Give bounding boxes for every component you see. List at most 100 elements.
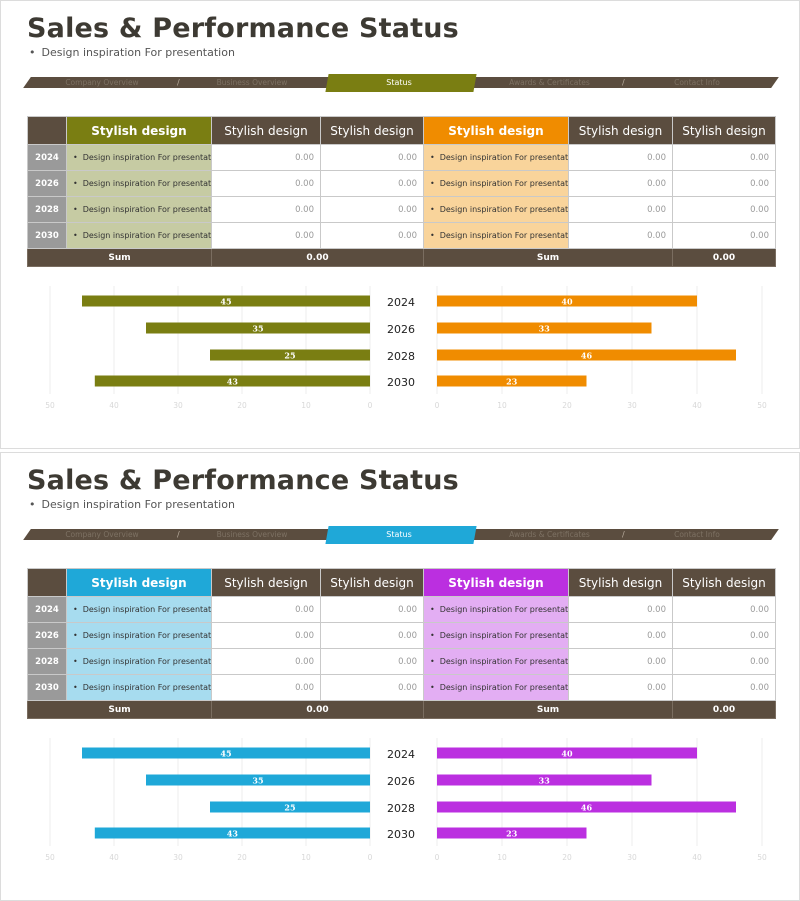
data-label: 23: [506, 829, 518, 839]
x-tick-label: 10: [497, 401, 507, 410]
table-cell-value: 0.00: [320, 144, 424, 171]
column-header: Stylish design: [423, 568, 569, 597]
bar-right: [437, 295, 697, 307]
category-label: 2024: [387, 748, 415, 761]
x-tick-label: 40: [692, 853, 702, 862]
table-cell-description: Design inspiration For presentation: [423, 622, 569, 649]
nav-item-company-overview[interactable]: Company Overview: [65, 78, 139, 87]
row-year: 2028: [27, 196, 67, 223]
table-cell-value: 0.00: [320, 596, 424, 623]
table-cell-value: 0.00: [568, 144, 673, 171]
nav-item-company-overview[interactable]: Company Overview: [65, 530, 139, 539]
table-cell-value: 0.00: [211, 222, 321, 249]
table-cell-description: Design inspiration For presentation: [423, 196, 569, 223]
table-cell-value: 0.00: [320, 622, 424, 649]
bar-right: [437, 774, 652, 786]
bar-left: [94, 827, 371, 839]
table-corner: [27, 116, 67, 145]
nav-item-business-overview[interactable]: Business Overview: [216, 530, 288, 539]
x-tick-label: 30: [173, 853, 183, 862]
nav-bar: Company Overview / Business Overview Sta…: [23, 526, 779, 544]
table-row: 2028 Design inspiration For presentation…: [27, 196, 776, 223]
x-tick-label: 0: [435, 401, 440, 410]
bar-left: [146, 322, 370, 334]
nav-item-contact-info[interactable]: Contact Info: [674, 530, 720, 539]
x-tick-label: 0: [368, 853, 373, 862]
data-table: Stylish design Stylish design Stylish de…: [27, 116, 776, 267]
bar-left: [210, 801, 370, 813]
x-tick-label: 10: [301, 853, 311, 862]
x-tick-label: 40: [692, 401, 702, 410]
column-header: Stylish design: [568, 116, 673, 145]
category-label: 2030: [387, 828, 415, 841]
data-label: 35: [252, 776, 263, 786]
column-header: Stylish design: [672, 568, 776, 597]
x-tick-label: 20: [562, 853, 572, 862]
nav-item-status[interactable]: Status: [386, 78, 412, 87]
x-tick-label: 40: [109, 853, 119, 862]
x-tick-label: 20: [562, 401, 572, 410]
column-header: Stylish design: [320, 568, 424, 597]
category-label: 2026: [387, 323, 415, 336]
data-label: 46: [581, 803, 593, 813]
table-cell-description: Design inspiration For presentation: [66, 622, 212, 649]
table-header-row: Stylish design Stylish design Stylish de…: [27, 568, 776, 597]
table-cell-value: 0.00: [672, 222, 776, 249]
table-header-row: Stylish design Stylish design Stylish de…: [27, 116, 776, 145]
bar-right: [437, 322, 652, 334]
table-cell-description: Design inspiration For presentation: [66, 144, 212, 171]
sum-value: 0.00: [672, 248, 776, 267]
x-tick-label: 40: [109, 401, 119, 410]
table-cell-value: 0.00: [672, 622, 776, 649]
x-tick-label: 10: [301, 401, 311, 410]
nav-item-business-overview[interactable]: Business Overview: [216, 78, 288, 87]
table-cell-description: Design inspiration For presentation: [66, 648, 212, 675]
data-label: 35: [252, 324, 263, 334]
nav-item-awards-certificates[interactable]: Awards & Certificates: [509, 530, 590, 539]
table-cell-value: 0.00: [672, 674, 776, 701]
x-tick-label: 20: [237, 853, 247, 862]
column-header: Stylish design: [568, 568, 673, 597]
data-label: 45: [220, 297, 231, 307]
x-tick-label: 0: [435, 853, 440, 862]
x-tick-label: 30: [627, 401, 637, 410]
category-label: 2024: [387, 296, 415, 309]
x-tick-label: 30: [627, 853, 637, 862]
sum-value: 0.00: [211, 700, 424, 719]
sum-label: Sum: [27, 700, 212, 719]
table-row: 2030 Design inspiration For presentation…: [27, 222, 776, 249]
nav-item-contact-info[interactable]: Contact Info: [674, 78, 720, 87]
column-header: Stylish design: [211, 116, 321, 145]
table-cell-value: 0.00: [672, 196, 776, 223]
row-year: 2028: [27, 648, 67, 675]
table-cell-description: Design inspiration For presentation: [423, 674, 569, 701]
x-tick-label: 0: [368, 401, 373, 410]
nav-item-awards-certificates[interactable]: Awards & Certificates: [509, 78, 590, 87]
table-cell-value: 0.00: [211, 170, 321, 197]
table-cell-description: Design inspiration For presentation: [423, 170, 569, 197]
table-cell-description: Design inspiration For presentation: [423, 144, 569, 171]
table-cell-value: 0.00: [672, 170, 776, 197]
data-label: 40: [561, 749, 573, 759]
table-row: 2028 Design inspiration For presentation…: [27, 648, 776, 675]
nav-item-status[interactable]: Status: [386, 530, 412, 539]
data-label: 45: [220, 749, 231, 759]
table-cell-description: Design inspiration For presentation: [66, 170, 212, 197]
bar-left: [146, 774, 370, 786]
table-cell-value: 0.00: [568, 622, 673, 649]
table-sum-row: Sum 0.00 Sum 0.00: [27, 248, 776, 267]
data-label: 46: [581, 351, 593, 361]
bar-left: [82, 747, 370, 759]
column-header: Stylish design: [423, 116, 569, 145]
column-header: Stylish design: [672, 116, 776, 145]
bar-right: [437, 801, 736, 813]
table-cell-value: 0.00: [211, 196, 321, 223]
row-year: 2024: [27, 144, 67, 171]
table-cell-description: Design inspiration For presentation: [423, 222, 569, 249]
column-header: Stylish design: [320, 116, 424, 145]
table-row: 2026 Design inspiration For presentation…: [27, 170, 776, 197]
sum-label: Sum: [423, 248, 673, 267]
sum-label: Sum: [27, 248, 212, 267]
